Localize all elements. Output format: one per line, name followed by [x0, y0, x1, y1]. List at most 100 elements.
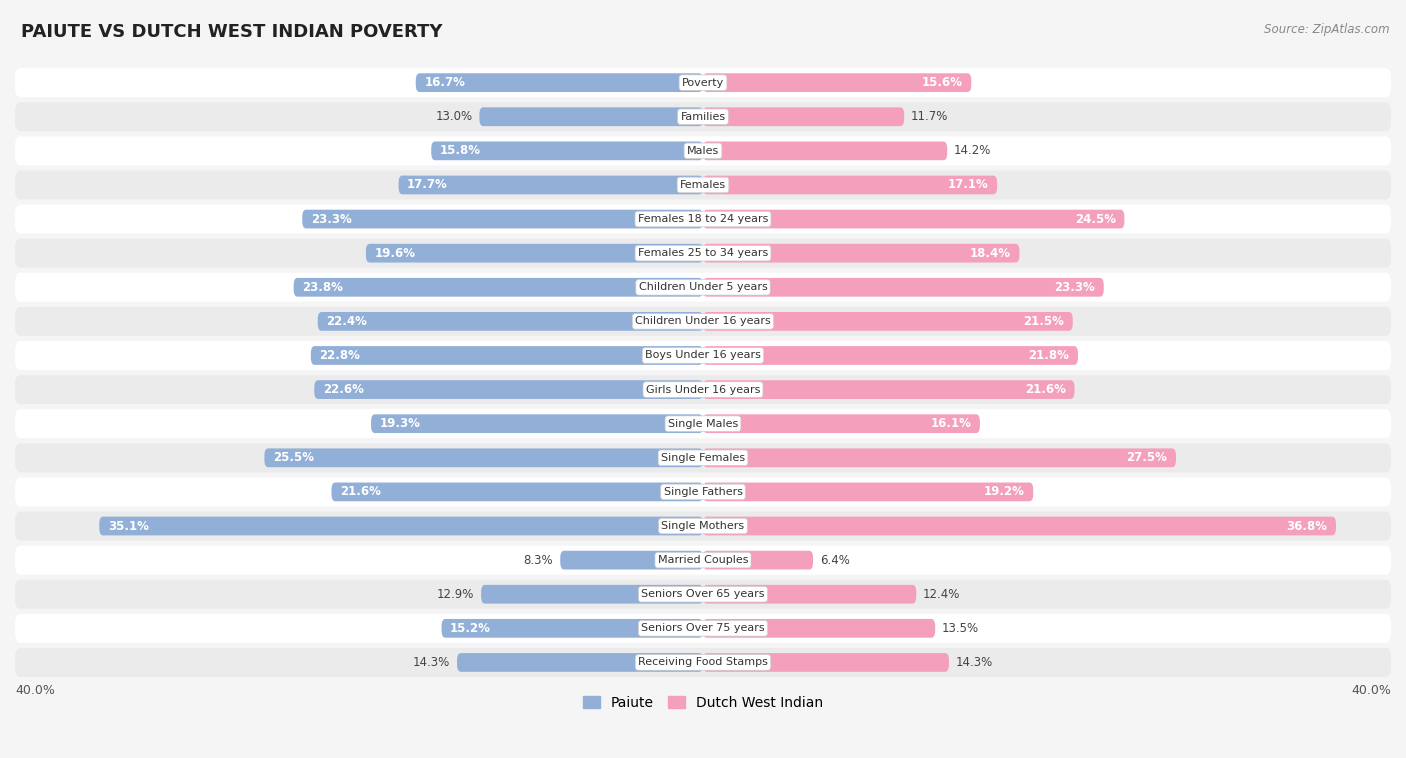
Text: 11.7%: 11.7% [911, 110, 949, 124]
FancyBboxPatch shape [332, 483, 703, 501]
Text: Single Fathers: Single Fathers [664, 487, 742, 497]
FancyBboxPatch shape [703, 210, 1125, 228]
Legend: Paiute, Dutch West Indian: Paiute, Dutch West Indian [578, 690, 828, 715]
FancyBboxPatch shape [264, 449, 703, 467]
Text: 16.7%: 16.7% [425, 76, 465, 89]
Text: 27.5%: 27.5% [1126, 451, 1167, 465]
FancyBboxPatch shape [560, 551, 703, 569]
FancyBboxPatch shape [416, 74, 703, 92]
Text: 13.0%: 13.0% [436, 110, 472, 124]
Text: Source: ZipAtlas.com: Source: ZipAtlas.com [1264, 23, 1389, 36]
FancyBboxPatch shape [15, 648, 1391, 677]
FancyBboxPatch shape [366, 244, 703, 262]
FancyBboxPatch shape [703, 619, 935, 637]
Text: Single Females: Single Females [661, 453, 745, 463]
FancyBboxPatch shape [15, 375, 1391, 404]
FancyBboxPatch shape [311, 346, 703, 365]
Text: 22.4%: 22.4% [326, 315, 367, 328]
Text: 17.1%: 17.1% [948, 178, 988, 192]
FancyBboxPatch shape [432, 142, 703, 160]
Text: 24.5%: 24.5% [1074, 212, 1116, 226]
FancyBboxPatch shape [398, 176, 703, 194]
Text: Children Under 5 years: Children Under 5 years [638, 282, 768, 293]
FancyBboxPatch shape [703, 517, 1336, 535]
Text: 15.8%: 15.8% [440, 144, 481, 158]
Text: Children Under 16 years: Children Under 16 years [636, 316, 770, 327]
FancyBboxPatch shape [15, 239, 1391, 268]
FancyBboxPatch shape [703, 415, 980, 433]
FancyBboxPatch shape [703, 278, 1104, 296]
FancyBboxPatch shape [15, 273, 1391, 302]
Text: 36.8%: 36.8% [1286, 519, 1327, 533]
FancyBboxPatch shape [703, 346, 1078, 365]
FancyBboxPatch shape [703, 381, 1074, 399]
Text: PAIUTE VS DUTCH WEST INDIAN POVERTY: PAIUTE VS DUTCH WEST INDIAN POVERTY [21, 23, 443, 41]
Text: 21.6%: 21.6% [340, 485, 381, 499]
Text: Married Couples: Married Couples [658, 555, 748, 565]
Text: 19.2%: 19.2% [984, 485, 1025, 499]
Text: 21.6%: 21.6% [1025, 383, 1066, 396]
Text: 16.1%: 16.1% [931, 417, 972, 431]
Text: 12.9%: 12.9% [437, 587, 474, 601]
Text: Seniors Over 65 years: Seniors Over 65 years [641, 589, 765, 600]
Text: 14.3%: 14.3% [413, 656, 450, 669]
Text: 19.3%: 19.3% [380, 417, 420, 431]
Text: Poverty: Poverty [682, 77, 724, 88]
Text: 12.4%: 12.4% [924, 587, 960, 601]
Text: 40.0%: 40.0% [1351, 684, 1391, 697]
Text: 40.0%: 40.0% [15, 684, 55, 697]
Text: 13.5%: 13.5% [942, 622, 979, 635]
Text: 22.8%: 22.8% [319, 349, 360, 362]
Text: Families: Families [681, 111, 725, 122]
Text: 17.7%: 17.7% [408, 178, 449, 192]
FancyBboxPatch shape [703, 483, 1033, 501]
FancyBboxPatch shape [15, 512, 1391, 540]
FancyBboxPatch shape [15, 307, 1391, 336]
Text: Single Mothers: Single Mothers [661, 521, 745, 531]
Text: Receiving Food Stamps: Receiving Food Stamps [638, 657, 768, 668]
Text: 23.3%: 23.3% [1054, 280, 1095, 294]
Text: 22.6%: 22.6% [323, 383, 364, 396]
Text: 6.4%: 6.4% [820, 553, 849, 567]
FancyBboxPatch shape [15, 171, 1391, 199]
Text: 25.5%: 25.5% [273, 451, 314, 465]
Text: 14.2%: 14.2% [955, 144, 991, 158]
FancyBboxPatch shape [703, 108, 904, 126]
Text: 14.3%: 14.3% [956, 656, 993, 669]
Text: 35.1%: 35.1% [108, 519, 149, 533]
Text: 21.5%: 21.5% [1024, 315, 1064, 328]
FancyBboxPatch shape [15, 341, 1391, 370]
Text: 19.6%: 19.6% [374, 246, 416, 260]
FancyBboxPatch shape [703, 585, 917, 603]
FancyBboxPatch shape [441, 619, 703, 637]
FancyBboxPatch shape [457, 653, 703, 672]
FancyBboxPatch shape [15, 478, 1391, 506]
FancyBboxPatch shape [294, 278, 703, 296]
FancyBboxPatch shape [15, 409, 1391, 438]
FancyBboxPatch shape [371, 415, 703, 433]
Text: Females 18 to 24 years: Females 18 to 24 years [638, 214, 768, 224]
FancyBboxPatch shape [15, 136, 1391, 165]
FancyBboxPatch shape [479, 108, 703, 126]
FancyBboxPatch shape [703, 176, 997, 194]
Text: Males: Males [688, 146, 718, 156]
FancyBboxPatch shape [703, 312, 1073, 330]
Text: 23.8%: 23.8% [302, 280, 343, 294]
FancyBboxPatch shape [100, 517, 703, 535]
FancyBboxPatch shape [315, 381, 703, 399]
FancyBboxPatch shape [15, 546, 1391, 575]
FancyBboxPatch shape [302, 210, 703, 228]
Text: 23.3%: 23.3% [311, 212, 352, 226]
Text: Single Males: Single Males [668, 418, 738, 429]
FancyBboxPatch shape [703, 244, 1019, 262]
FancyBboxPatch shape [318, 312, 703, 330]
Text: 21.8%: 21.8% [1028, 349, 1070, 362]
FancyBboxPatch shape [15, 68, 1391, 97]
Text: Boys Under 16 years: Boys Under 16 years [645, 350, 761, 361]
Text: 18.4%: 18.4% [970, 246, 1011, 260]
Text: Females 25 to 34 years: Females 25 to 34 years [638, 248, 768, 258]
FancyBboxPatch shape [15, 102, 1391, 131]
FancyBboxPatch shape [703, 449, 1175, 467]
FancyBboxPatch shape [481, 585, 703, 603]
Text: 8.3%: 8.3% [524, 553, 554, 567]
